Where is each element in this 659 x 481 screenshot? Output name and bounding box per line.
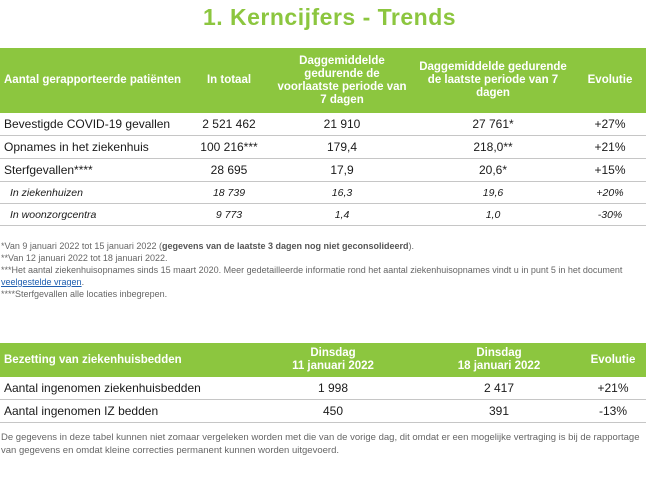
cell-evolution: +21% — [574, 135, 646, 159]
note-2: **Van 12 januari 2022 tot 18 januari 202… — [1, 253, 168, 263]
header-prev-period: Daggemiddelde gedurende de voorlaatste p… — [272, 48, 412, 113]
faq-link[interactable]: veelgestelde vragen — [1, 277, 82, 287]
header-date: 18 januari 2022 — [457, 360, 541, 372]
subrow-label: In woonzorgcentra — [0, 203, 186, 226]
table-subrow: In ziekenhuizen 18 739 16,3 19,6 +20% — [0, 181, 646, 204]
kerncijfers-table: Aantal gerapporteerde patiënten In totaa… — [0, 48, 646, 226]
cell-total: 100 216*** — [186, 135, 272, 159]
cell-last: 27 761* — [412, 113, 574, 136]
cell-evolution: +20% — [574, 181, 646, 204]
cell-evolution: +21% — [580, 377, 646, 400]
table-row: Opnames in het ziekenhuis 100 216*** 179… — [0, 135, 646, 159]
table-header-row: Aantal gerapporteerde patiënten In totaa… — [0, 48, 646, 113]
header-evolution: Evolutie — [574, 48, 646, 113]
table-notes: *Van 9 januari 2022 tot 15 januari 2022 … — [1, 240, 651, 300]
note-bold-text: gegevens van de laatste 3 dagen nog niet… — [161, 241, 409, 251]
row-label: Opnames in het ziekenhuis — [0, 135, 186, 159]
cell-prev: 21 910 — [272, 113, 412, 136]
cell-prev: 1,4 — [272, 203, 412, 226]
table-row: Bevestigde COVID-19 gevallen 2 521 462 2… — [0, 113, 646, 136]
subrow-label: In ziekenhuizen — [0, 181, 186, 204]
header-bed-occupancy: Bezetting van ziekenhuisbedden — [0, 343, 248, 377]
header-date: 11 januari 2022 — [292, 360, 374, 372]
table-header-row: Bezetting van ziekenhuisbedden Dinsdag 11… — [0, 343, 646, 377]
row-label: Sterfgevallen**** — [0, 158, 186, 182]
row-label: Bevestigde COVID-19 gevallen — [0, 113, 186, 136]
header-weekday: Dinsdag — [310, 347, 356, 359]
cell-evolution: +27% — [574, 113, 646, 136]
cell-total: 18 739 — [186, 181, 272, 204]
cell-total: 28 695 — [186, 158, 272, 182]
cell-total: 9 773 — [186, 203, 272, 226]
cell-total: 2 521 462 — [186, 113, 272, 136]
note-4: ****Sterfgevallen alle locaties inbegrep… — [1, 289, 168, 299]
note-3: ***Het aantal ziekenhuisopnames sinds 15… — [1, 264, 651, 288]
header-evolution: Evolutie — [580, 343, 646, 377]
bed-occupancy-table: Bezetting van ziekenhuisbedden Dinsdag 11… — [0, 343, 646, 423]
cell-prev: 17,9 — [272, 158, 412, 182]
header-date-1: Dinsdag 11 januari 2022 — [248, 343, 418, 377]
cell-evolution: +15% — [574, 158, 646, 182]
table-row: Aantal ingenomen ziekenhuisbedden 1 998 … — [0, 377, 646, 400]
row-label: Aantal ingenomen ziekenhuisbedden — [0, 377, 248, 400]
cell-last: 218,0** — [412, 135, 574, 159]
note-1: *Van 9 januari 2022 tot 15 januari 2022 … — [1, 240, 651, 252]
note-text: ***Het aantal ziekenhuisopnames sinds 15… — [1, 265, 623, 275]
cell-last: 1,0 — [412, 203, 574, 226]
cell-evolution: -13% — [580, 399, 646, 423]
header-weekday: Dinsdag — [476, 347, 522, 359]
page-title: 1. Kerncijfers - Trends — [202, 4, 457, 30]
cell-value-1: 1 998 — [248, 377, 418, 400]
disclaimer-footnote: De gegevens in deze tabel kunnen niet zo… — [1, 432, 640, 456]
header-patients: Aantal gerapporteerde patiënten — [0, 48, 186, 113]
cell-value-1: 450 — [248, 399, 418, 423]
cell-value-2: 391 — [418, 399, 580, 423]
note-text: . — [81, 277, 85, 287]
header-total: In totaal — [186, 48, 272, 113]
header-date-2: Dinsdag 18 januari 2022 — [418, 343, 580, 377]
header-last-period: Daggemiddelde gedurende de laatste perio… — [412, 48, 574, 113]
table-subrow: In woonzorgcentra 9 773 1,4 1,0 -30% — [0, 203, 646, 226]
cell-last: 20,6* — [412, 158, 574, 182]
cell-last: 19,6 — [412, 181, 574, 204]
note-text: *Van 9 januari 2022 tot 15 januari 2022 … — [1, 241, 162, 251]
cell-value-2: 2 417 — [418, 377, 580, 400]
cell-prev: 16,3 — [272, 181, 412, 204]
cell-prev: 179,4 — [272, 135, 412, 159]
table-row: Sterfgevallen**** 28 695 17,9 20,6* +15% — [0, 158, 646, 182]
note-text: ). — [408, 241, 415, 251]
row-label: Aantal ingenomen IZ bedden — [0, 399, 248, 423]
cell-evolution: -30% — [574, 203, 646, 226]
table-row: Aantal ingenomen IZ bedden 450 391 -13% — [0, 399, 646, 423]
